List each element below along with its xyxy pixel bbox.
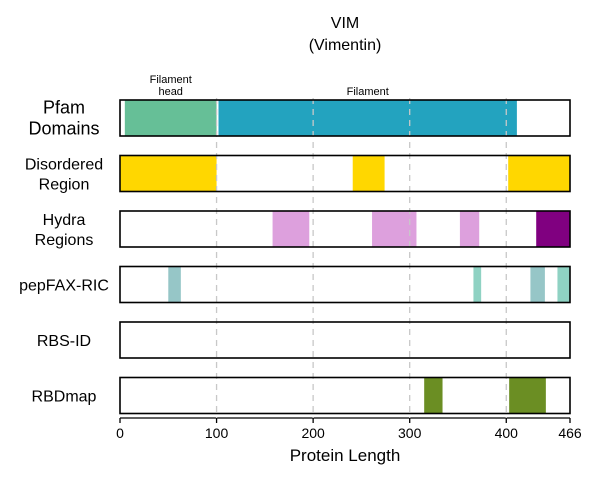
track-segment	[124, 100, 217, 136]
segment-annotation: Filament	[150, 74, 192, 86]
track-box	[120, 322, 570, 358]
track-box	[120, 266, 570, 303]
track-segment	[120, 155, 217, 192]
track-label: RBS-ID	[37, 333, 91, 350]
track-segment	[536, 211, 570, 247]
track-label: Regions	[35, 232, 94, 249]
chart-subtitle: (Vimentin)	[309, 37, 382, 54]
gridlines	[215, 98, 507, 418]
x-axis-label: Protein Length	[290, 446, 401, 465]
x-tick-label: 200	[301, 425, 325, 441]
x-axis: 0 100 200 300 400 466	[116, 417, 582, 441]
track-segment	[272, 211, 310, 247]
track-segment	[557, 266, 570, 303]
track-segment	[424, 377, 443, 414]
track-box	[120, 377, 570, 414]
track-label: Region	[39, 177, 90, 194]
track-border	[119, 99, 571, 137]
track-segment	[530, 266, 545, 303]
track-border	[119, 321, 571, 359]
track-segment	[459, 211, 480, 247]
x-tick-label: 466	[558, 425, 582, 441]
track-border	[119, 265, 571, 304]
x-tick-label: 100	[205, 425, 229, 441]
track-label: Pfam	[43, 98, 85, 118]
segment-annotation: head	[158, 86, 182, 98]
track-label: Hydra	[43, 212, 86, 229]
chart-title: VIM	[331, 15, 359, 32]
track-segment	[352, 155, 385, 192]
track-border	[119, 210, 571, 248]
x-tick-label: 0	[116, 425, 124, 441]
track-segment	[473, 266, 482, 303]
track-border	[119, 154, 571, 193]
track-label: Domains	[28, 119, 99, 139]
track-label: Disordered	[25, 157, 103, 174]
track-segment	[218, 100, 517, 136]
track-box	[120, 211, 570, 247]
x-tick-label: 300	[398, 425, 422, 441]
track-label: RBDmap	[32, 389, 97, 406]
track-segment	[168, 266, 181, 303]
track-segment	[508, 155, 570, 192]
segment-annotation: Filament	[347, 86, 389, 98]
x-tick-label: 400	[495, 425, 519, 441]
track-label: pepFAX-RIC	[19, 278, 109, 295]
track-border	[119, 376, 571, 415]
track-segment	[509, 377, 546, 414]
